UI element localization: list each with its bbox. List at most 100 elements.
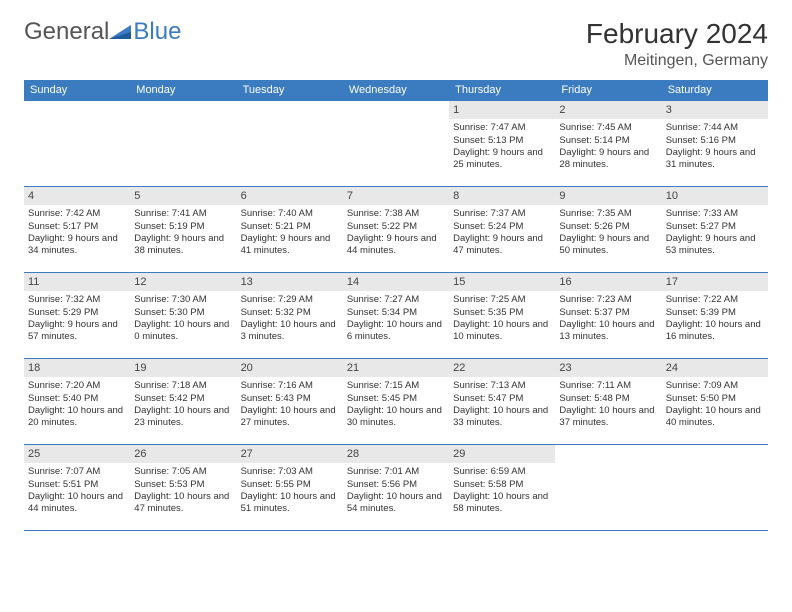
day-number: 2: [559, 104, 565, 116]
calendar-cell: 25Sunrise: 7:07 AMSunset: 5:51 PMDayligh…: [24, 444, 130, 530]
day-number: 22: [453, 362, 465, 374]
sunrise-text: Sunrise: 7:38 AM: [347, 208, 445, 220]
daynum-row: 19: [130, 359, 236, 377]
sunrise-text: Sunrise: 7:20 AM: [28, 380, 126, 392]
weekday-header: Friday: [555, 80, 661, 100]
calendar-cell: 3Sunrise: 7:44 AMSunset: 5:16 PMDaylight…: [662, 100, 768, 186]
calendar-cell: [130, 100, 236, 186]
calendar-cell: 7Sunrise: 7:38 AMSunset: 5:22 PMDaylight…: [343, 186, 449, 272]
sunset-text: Sunset: 5:22 PM: [347, 221, 445, 233]
day-number: 15: [453, 276, 465, 288]
daylight-text: Daylight: 10 hours and 6 minutes.: [347, 319, 445, 344]
daylight-text: Daylight: 9 hours and 34 minutes.: [28, 233, 126, 258]
calendar-cell: 29Sunrise: 6:59 AMSunset: 5:58 PMDayligh…: [449, 444, 555, 530]
daylight-text: Daylight: 10 hours and 20 minutes.: [28, 405, 126, 430]
sunrise-text: Sunrise: 7:01 AM: [347, 466, 445, 478]
daylight-text: Daylight: 10 hours and 44 minutes.: [28, 491, 126, 516]
daynum-row: 2: [555, 101, 661, 119]
location-label: Meitingen, Germany: [586, 52, 768, 70]
daylight-text: Daylight: 9 hours and 25 minutes.: [453, 147, 551, 172]
daynum-row: 28: [343, 445, 449, 463]
weekday-header: Saturday: [662, 80, 768, 100]
day-number: 26: [134, 448, 146, 460]
daynum-row: 26: [130, 445, 236, 463]
sunset-text: Sunset: 5:27 PM: [666, 221, 764, 233]
sunset-text: Sunset: 5:48 PM: [559, 393, 657, 405]
sunrise-text: Sunrise: 7:30 AM: [134, 294, 232, 306]
daynum-row: 1: [449, 101, 555, 119]
daylight-text: Daylight: 10 hours and 10 minutes.: [453, 319, 551, 344]
daynum-row: 27: [237, 445, 343, 463]
sunrise-text: Sunrise: 7:47 AM: [453, 122, 551, 134]
daylight-text: Daylight: 9 hours and 41 minutes.: [241, 233, 339, 258]
day-number: 29: [453, 448, 465, 460]
daylight-text: Daylight: 10 hours and 0 minutes.: [134, 319, 232, 344]
sunrise-text: Sunrise: 7:40 AM: [241, 208, 339, 220]
calendar-cell: [555, 444, 661, 530]
daynum-row: 8: [449, 187, 555, 205]
daylight-text: Daylight: 9 hours and 28 minutes.: [559, 147, 657, 172]
sunset-text: Sunset: 5:26 PM: [559, 221, 657, 233]
daynum-row: 13: [237, 273, 343, 291]
daynum-row: 10: [662, 187, 768, 205]
daylight-text: Daylight: 10 hours and 37 minutes.: [559, 405, 657, 430]
brand-part2: Blue: [133, 18, 181, 46]
daylight-text: Daylight: 10 hours and 33 minutes.: [453, 405, 551, 430]
daynum-row: 14: [343, 273, 449, 291]
day-number: 12: [134, 276, 146, 288]
sunrise-text: Sunrise: 7:16 AM: [241, 380, 339, 392]
sunset-text: Sunset: 5:34 PM: [347, 307, 445, 319]
daylight-text: Daylight: 10 hours and 13 minutes.: [559, 319, 657, 344]
day-number: 8: [453, 190, 459, 202]
calendar-cell: 12Sunrise: 7:30 AMSunset: 5:30 PMDayligh…: [130, 272, 236, 358]
sunrise-text: Sunrise: 7:23 AM: [559, 294, 657, 306]
weekday-header: Wednesday: [343, 80, 449, 100]
sunrise-text: Sunrise: 7:41 AM: [134, 208, 232, 220]
day-number: 21: [347, 362, 359, 374]
daynum-row: 24: [662, 359, 768, 377]
sunrise-text: Sunrise: 7:07 AM: [28, 466, 126, 478]
sunset-text: Sunset: 5:56 PM: [347, 479, 445, 491]
daynum-row: 3: [662, 101, 768, 119]
calendar-cell: 5Sunrise: 7:41 AMSunset: 5:19 PMDaylight…: [130, 186, 236, 272]
sunrise-text: Sunrise: 7:29 AM: [241, 294, 339, 306]
title-block: February 2024 Meitingen, Germany: [586, 18, 768, 70]
daylight-text: Daylight: 9 hours and 57 minutes.: [28, 319, 126, 344]
calendar-cell: [343, 100, 449, 186]
day-number: 28: [347, 448, 359, 460]
sunrise-text: Sunrise: 7:05 AM: [134, 466, 232, 478]
brand-logo: General Blue: [24, 18, 181, 46]
sunset-text: Sunset: 5:35 PM: [453, 307, 551, 319]
sunset-text: Sunset: 5:37 PM: [559, 307, 657, 319]
calendar-cell: 26Sunrise: 7:05 AMSunset: 5:53 PMDayligh…: [130, 444, 236, 530]
sunrise-text: Sunrise: 7:09 AM: [666, 380, 764, 392]
sunset-text: Sunset: 5:24 PM: [453, 221, 551, 233]
day-number: 13: [241, 276, 253, 288]
day-number: 4: [28, 190, 34, 202]
sunrise-text: Sunrise: 7:35 AM: [559, 208, 657, 220]
day-number: 20: [241, 362, 253, 374]
sunrise-text: Sunrise: 7:13 AM: [453, 380, 551, 392]
sunset-text: Sunset: 5:50 PM: [666, 393, 764, 405]
sunrise-text: Sunrise: 6:59 AM: [453, 466, 551, 478]
sunrise-text: Sunrise: 7:25 AM: [453, 294, 551, 306]
daynum-row: 11: [24, 273, 130, 291]
calendar-cell: [24, 100, 130, 186]
calendar-cell: 24Sunrise: 7:09 AMSunset: 5:50 PMDayligh…: [662, 358, 768, 444]
daynum-row: 7: [343, 187, 449, 205]
daylight-text: Daylight: 10 hours and 30 minutes.: [347, 405, 445, 430]
daynum-row: 20: [237, 359, 343, 377]
day-number: 23: [559, 362, 571, 374]
sunset-text: Sunset: 5:53 PM: [134, 479, 232, 491]
sunrise-text: Sunrise: 7:37 AM: [453, 208, 551, 220]
calendar-cell: 23Sunrise: 7:11 AMSunset: 5:48 PMDayligh…: [555, 358, 661, 444]
day-number: 18: [28, 362, 40, 374]
calendar-cell: 9Sunrise: 7:35 AMSunset: 5:26 PMDaylight…: [555, 186, 661, 272]
daylight-text: Daylight: 9 hours and 53 minutes.: [666, 233, 764, 258]
daynum-row: 5: [130, 187, 236, 205]
daynum-row: 6: [237, 187, 343, 205]
sunset-text: Sunset: 5:55 PM: [241, 479, 339, 491]
calendar-grid: SundayMondayTuesdayWednesdayThursdayFrid…: [24, 80, 768, 531]
sunset-text: Sunset: 5:29 PM: [28, 307, 126, 319]
calendar-cell: 14Sunrise: 7:27 AMSunset: 5:34 PMDayligh…: [343, 272, 449, 358]
